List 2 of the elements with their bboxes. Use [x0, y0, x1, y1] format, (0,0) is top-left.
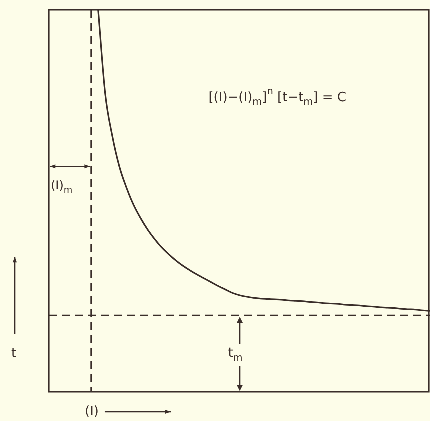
x-axis-title: (I): [85, 404, 99, 420]
y-axis-title: t: [11, 346, 17, 362]
